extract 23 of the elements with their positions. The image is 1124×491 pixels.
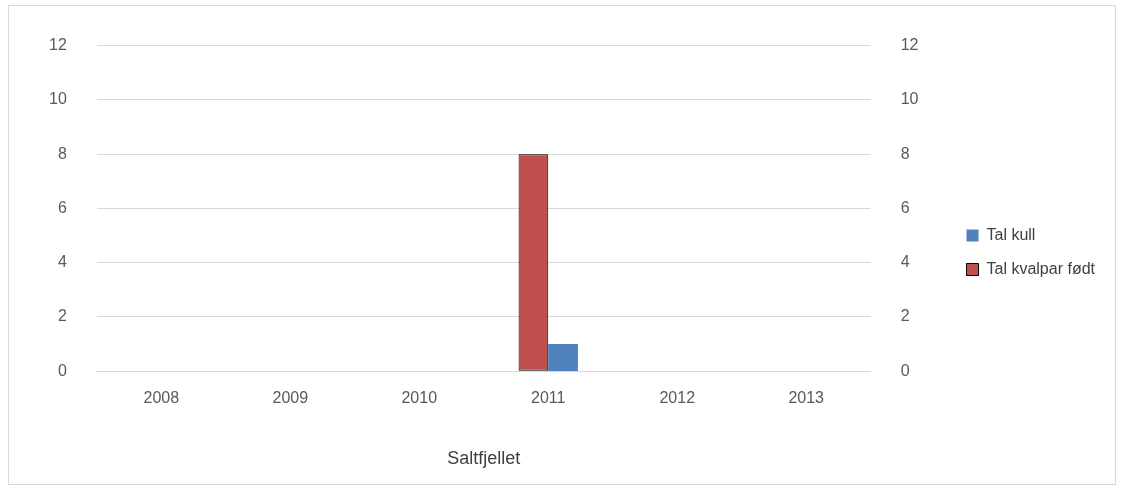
y2-tick-label: 2 [900,307,910,325]
legend-label: Tal kull [986,225,1036,243]
x-tick-label: 2008 [143,389,180,407]
y-tick-label: 0 [57,361,67,379]
x-tick-label: 2011 [531,389,566,407]
y2-tick-label: 0 [900,361,910,379]
x-tick-label: 2010 [401,389,438,407]
x-tick-label: 2012 [659,389,696,407]
y-tick-label: 6 [57,198,67,216]
y-tick-label: 12 [49,36,67,54]
y-tick-label: 10 [49,90,67,108]
x-tick-label: 2009 [272,389,309,407]
x-axis-title: Saltfjellet [447,448,521,469]
y-tick-label: 8 [57,144,67,162]
y2-tick-label: 6 [900,198,910,216]
y2-tick-label: 8 [900,144,910,162]
y2-tick-label: 10 [900,90,919,108]
y-tick-label: 4 [57,253,67,271]
legend-label: Tal kvalpar født [986,259,1096,277]
y2-tick-label: 4 [900,253,910,271]
y2-tick-label: 12 [900,36,919,54]
y-tick-label: 2 [57,307,67,325]
x-tick-label: 2013 [788,389,825,407]
